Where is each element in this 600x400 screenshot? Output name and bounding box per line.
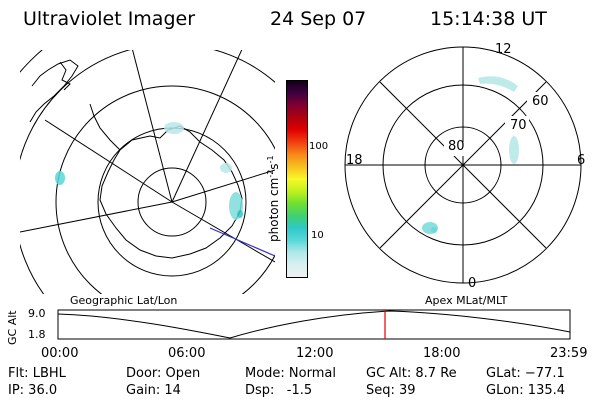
date-label: 24 Sep 07 [270,8,367,30]
status-mode: Mode: Normal [245,366,336,381]
status-dsp: Dsp: -1.5 [245,383,313,398]
mlt-label-12: 12 [495,42,512,57]
time-tick-0600: 06:00 [168,346,206,361]
mlt-label-0: 0 [468,276,477,291]
status-filter: Flt: LBHL [8,366,66,381]
time-tick-0000: 00:00 [41,346,79,361]
mlat-label-60: 60 [532,94,549,109]
status-glat: GLat: −77.1 [486,366,565,381]
status-ip: IP: 36.0 [8,383,58,398]
colorbar [286,80,308,278]
status-glon: GLon: 135.4 [486,383,566,398]
time-tick-1200: 12:00 [296,346,334,361]
status-gc-alt: GC Alt: 8.7 Re [366,366,457,381]
mlat-label-70: 70 [510,118,527,133]
instrument-title: Ultraviolet Imager [23,8,196,30]
status-door: Door: Open [126,366,201,381]
altitude-plot [57,309,571,340]
mlt-label-18: 18 [346,153,363,168]
time-tick-1800: 18:00 [423,346,461,361]
time-label: 15:14:38 UT [430,8,547,30]
colorbar-tick-100: 100 [309,141,329,152]
time-tick-2359: 23:59 [550,346,588,361]
altitude-tick-1-8: 1.8 [28,328,46,341]
colorbar-gradient [287,81,307,277]
colorbar-unit-label: photon cm-2s-1 [266,155,281,242]
mlt-label-6: 6 [577,153,586,168]
mlat-label-80: 80 [448,139,465,154]
status-gain: Gain: 14 [126,383,181,398]
geographic-caption: Geographic Lat/Lon [70,294,178,307]
altitude-axis-label: GC Alt [6,310,19,345]
colorbar-tick-10: 10 [311,230,324,241]
geographic-map [20,50,276,294]
apex-caption: Apex MLat/MLT [425,294,508,307]
mlat-mlt-plot [344,46,582,284]
status-seq: Seq: 39 [366,383,416,398]
altitude-tick-9: 9.0 [28,307,46,320]
